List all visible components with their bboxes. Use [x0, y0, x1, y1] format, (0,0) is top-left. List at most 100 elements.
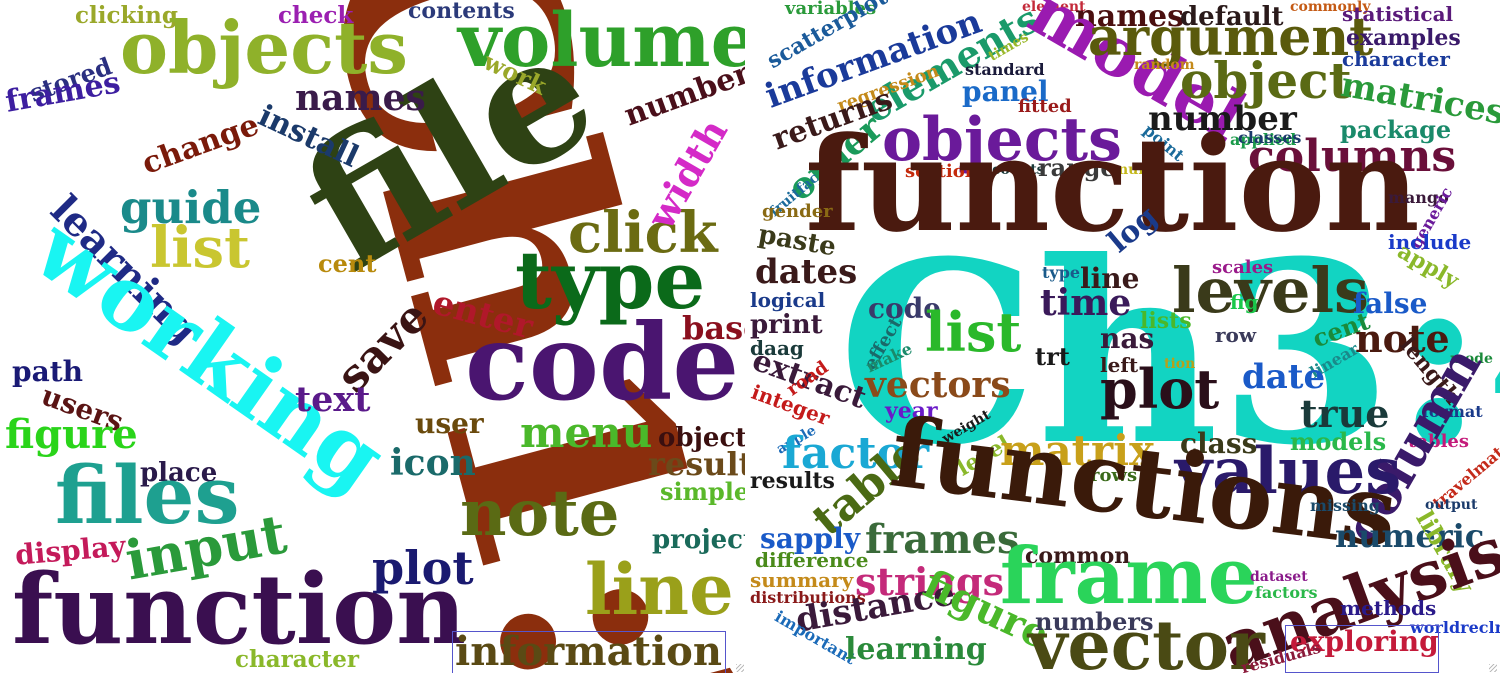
word-levels: levels — [1172, 254, 1369, 327]
word-strings: strings — [855, 559, 1004, 604]
word-function: function — [12, 553, 466, 666]
word-information: information — [455, 628, 722, 673]
word-names: names — [1075, 0, 1184, 34]
word-nas: nas — [1100, 322, 1155, 355]
word-difference: difference — [755, 548, 869, 572]
word-fig: fig — [1230, 290, 1259, 314]
word-false: false — [1353, 287, 1428, 320]
word-argument: argument — [1088, 7, 1374, 68]
word-objects: objects — [120, 5, 408, 90]
word-counts: counts — [992, 162, 1045, 178]
word-trt: trt — [1035, 342, 1070, 371]
word-common: common — [1025, 543, 1131, 569]
word-cloud-right: Ch3:4 variables element commonly namesdefau… — [750, 0, 1500, 673]
word-result: result — [648, 445, 745, 483]
word-names: names — [295, 77, 426, 119]
word-element: element — [1022, 0, 1086, 15]
word-base: base — [682, 309, 745, 347]
word-type: type — [515, 233, 706, 327]
word-note: note — [460, 476, 620, 551]
word-clicking: clicking — [75, 2, 178, 29]
word-year: year — [885, 398, 938, 424]
word-object: object — [658, 423, 745, 453]
word-contents: contents — [408, 0, 515, 24]
word-statistical: statistical — [1342, 2, 1454, 26]
word-row: row — [1215, 323, 1257, 347]
word-line: line — [1080, 262, 1140, 295]
word-cent: cent — [318, 249, 377, 278]
word-note: note — [1355, 316, 1450, 361]
word-package: package — [1340, 115, 1452, 144]
word-project: project — [652, 525, 745, 555]
word-factor: factor — [782, 428, 930, 479]
resize-grip-icon — [1489, 664, 1497, 672]
word-learning: learning — [845, 632, 987, 667]
word-lists: lists — [1140, 308, 1192, 334]
word-function: function — [805, 108, 1420, 261]
word-random: random — [1134, 57, 1195, 73]
word-path: path — [12, 355, 84, 388]
word-change: change — [137, 107, 264, 182]
cloud-title-word: Ch3:4 — [838, 206, 1500, 500]
word-exploring: exploring — [1290, 625, 1439, 658]
word-files: files — [55, 448, 240, 542]
word-volume: volume — [458, 0, 745, 84]
word-class: class — [1180, 427, 1258, 460]
word-tion: tion — [1164, 356, 1196, 372]
word-list: list — [150, 215, 250, 281]
word-mode: mode — [1450, 351, 1493, 367]
word-applied: applied — [1230, 130, 1297, 149]
word-vectors: vectors — [865, 364, 1011, 406]
word-factors: factors — [1255, 583, 1318, 602]
word-scales: scales — [1212, 257, 1274, 278]
word-values: values — [1175, 434, 1402, 509]
word-missing: missing — [1310, 496, 1380, 515]
word-left: left — [1100, 353, 1139, 377]
word-date: date — [1242, 357, 1326, 397]
word-num: num — [1118, 162, 1154, 178]
word-format: format — [1422, 402, 1483, 421]
word-place: place — [140, 458, 218, 488]
word-sapply: sapply — [760, 522, 860, 555]
word-dataset: dataset — [1250, 569, 1308, 585]
word-mango: mango — [1388, 188, 1449, 207]
word-object: object — [1180, 51, 1352, 110]
word-default: default — [1180, 2, 1284, 32]
word-guide: guide — [120, 181, 262, 234]
word-true: true — [1300, 391, 1390, 436]
word-character: character — [235, 646, 360, 673]
word-examples: examples — [1346, 25, 1461, 51]
word-numeric: numeric — [1335, 517, 1485, 555]
word-code: code — [465, 300, 740, 424]
word-simple: simple — [660, 477, 745, 506]
word-objects: objects — [882, 105, 1122, 175]
word-summary: summary — [750, 568, 854, 592]
word-matrix: matrix — [1000, 426, 1155, 475]
word-menu: menu — [520, 408, 653, 457]
word-worldreclm: worldreclm — [1410, 618, 1500, 637]
word-fitted: fitted — [1018, 96, 1072, 117]
word-vector: vector — [1028, 606, 1265, 673]
word-section: section — [905, 161, 978, 182]
resize-grip-icon — [736, 664, 744, 672]
word-variables: variables — [785, 0, 877, 19]
word-rows: rows — [1090, 465, 1138, 486]
word-gender: gender — [762, 201, 833, 222]
word-commonly: commonly — [1290, 0, 1371, 15]
word-frame: frame — [1000, 531, 1258, 622]
word-number: number — [1148, 99, 1297, 139]
word-frames: frames — [2, 65, 123, 120]
word-distributions: distributions — [750, 588, 866, 607]
word-time: time — [1040, 282, 1132, 324]
word-list: list — [925, 300, 1022, 364]
word-print: print — [750, 310, 823, 340]
word-cloud-left: Ch1:2 clicking check contents objects volume… — [0, 0, 745, 673]
word-figure: figure — [5, 411, 138, 458]
word-range: range — [1038, 153, 1116, 182]
word-plot: plot — [1100, 357, 1220, 421]
word-include: include — [1388, 230, 1472, 254]
word-dates: dates — [755, 252, 858, 292]
word-plot: plot — [372, 541, 474, 595]
word-output: output — [1425, 497, 1478, 513]
